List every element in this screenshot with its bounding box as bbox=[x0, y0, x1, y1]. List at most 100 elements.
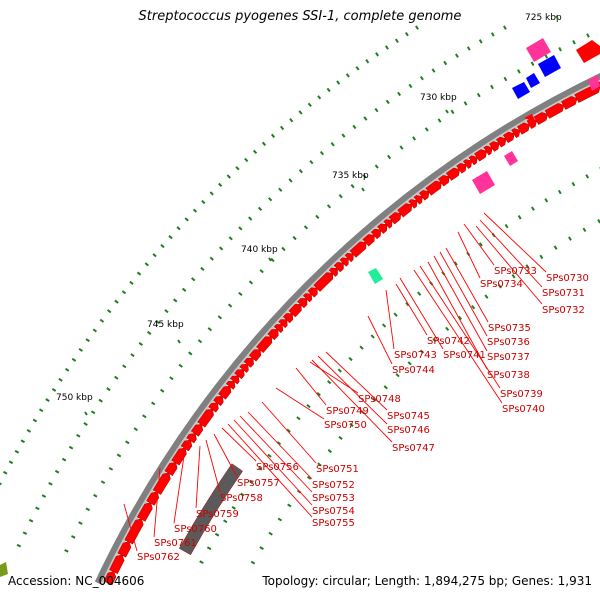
scale-dot bbox=[417, 291, 422, 296]
scale-dot bbox=[201, 199, 206, 205]
gene-label[interactable]: SPs0756 bbox=[256, 462, 299, 473]
scale-dot bbox=[544, 198, 549, 203]
scale-dot bbox=[259, 546, 264, 550]
scale-dot bbox=[207, 327, 213, 332]
ruler-tick bbox=[177, 339, 181, 344]
cds-feature bbox=[152, 472, 171, 495]
cds-feature bbox=[516, 122, 530, 135]
gene-label[interactable]: SPs0737 bbox=[487, 352, 530, 363]
cds-feature bbox=[463, 159, 473, 169]
gene-label[interactable]: SPs0749 bbox=[326, 406, 369, 417]
cds-feature bbox=[397, 203, 413, 218]
gene-label[interactable]: SPs0759 bbox=[196, 509, 239, 520]
scale-dot bbox=[286, 428, 291, 433]
cds-feature bbox=[511, 128, 521, 139]
gene-label[interactable]: SPs0760 bbox=[174, 524, 217, 535]
scale-dot bbox=[130, 353, 135, 358]
gene-label[interactable]: SPs0736 bbox=[487, 337, 530, 348]
scale-dot bbox=[20, 439, 25, 444]
gene-label[interactable]: SPs0757 bbox=[237, 478, 280, 489]
scale-dot bbox=[100, 480, 106, 485]
scale-dot bbox=[503, 25, 507, 30]
gene-label[interactable]: SPs0752 bbox=[312, 480, 355, 491]
scale-dot bbox=[450, 109, 455, 115]
cds-feature bbox=[146, 491, 160, 506]
gene-label[interactable]: SPs0739 bbox=[500, 389, 543, 400]
gene-label[interactable]: SPs0750 bbox=[324, 420, 367, 431]
callout-line bbox=[227, 423, 313, 518]
cds-feature bbox=[243, 357, 254, 368]
ruler-label: 745 kbp bbox=[147, 320, 184, 330]
scale-dot bbox=[270, 133, 276, 138]
scale-dot bbox=[511, 274, 516, 279]
scale-dot bbox=[136, 271, 142, 276]
scale-dot bbox=[244, 157, 249, 163]
gene-label[interactable]: SPs0734 bbox=[480, 279, 523, 290]
gene-label[interactable]: SPs0751 bbox=[316, 464, 359, 475]
scale-dot bbox=[431, 68, 436, 73]
cds-feature bbox=[344, 253, 354, 263]
scale-dot bbox=[466, 46, 471, 51]
cds-feature bbox=[256, 336, 273, 354]
scale-dot bbox=[408, 83, 413, 89]
scale-dot bbox=[41, 494, 47, 498]
scale-dot bbox=[209, 256, 214, 261]
scale-dot bbox=[129, 280, 134, 285]
gene-label[interactable]: SPs0742 bbox=[427, 336, 470, 347]
gene-label[interactable]: SPs0735 bbox=[488, 323, 531, 334]
gene-label[interactable]: SPs0744 bbox=[392, 365, 435, 376]
gene-label[interactable]: SPs0761 bbox=[154, 538, 197, 549]
gene-label[interactable]: SPs0748 bbox=[358, 394, 401, 405]
scale-dot bbox=[558, 47, 562, 52]
scale-dot bbox=[218, 182, 223, 188]
gene-label[interactable]: SPs0738 bbox=[487, 370, 530, 381]
scale-dot bbox=[298, 169, 303, 174]
scale-dot bbox=[405, 301, 410, 307]
scale-dot bbox=[307, 102, 312, 108]
cds-feature bbox=[288, 304, 302, 318]
cds-feature bbox=[171, 447, 187, 466]
scale-dot bbox=[22, 531, 28, 535]
gene-label[interactable]: SPs0732 bbox=[542, 305, 585, 316]
gene-label[interactable]: SPs0741 bbox=[443, 350, 486, 361]
gene-label[interactable]: SPs0753 bbox=[312, 493, 355, 504]
scale-dot bbox=[76, 433, 81, 438]
gene-label[interactable]: SPs0758 bbox=[220, 493, 263, 504]
cds-feature bbox=[278, 319, 288, 329]
scale-dot bbox=[338, 194, 343, 199]
scale-dot bbox=[155, 320, 160, 325]
gene-label[interactable]: SPs0740 bbox=[502, 404, 545, 415]
scale-dot bbox=[399, 145, 404, 150]
scale-dot bbox=[164, 309, 169, 314]
gene-label[interactable]: SPs0755 bbox=[312, 518, 355, 529]
scale-dot bbox=[108, 466, 114, 471]
scale-dot bbox=[280, 125, 285, 131]
cds-feature bbox=[576, 40, 600, 63]
scale-dot bbox=[0, 482, 2, 486]
rrna-feature bbox=[588, 75, 600, 91]
scale-dot bbox=[68, 445, 74, 450]
scale-dot bbox=[338, 435, 343, 440]
gene-label[interactable]: SPs0731 bbox=[542, 288, 585, 299]
scale-dot bbox=[249, 479, 254, 484]
callout-line bbox=[475, 225, 543, 305]
gene-label[interactable]: SPs0754 bbox=[312, 506, 355, 517]
gene-label[interactable]: SPs0743 bbox=[394, 350, 437, 361]
gene-label[interactable]: SPs0745 bbox=[387, 411, 430, 422]
gene-label[interactable]: SPs0733 bbox=[494, 266, 537, 277]
scale-dot bbox=[240, 492, 245, 497]
gene-label[interactable]: SPs0730 bbox=[546, 273, 589, 284]
scale-dot bbox=[365, 59, 370, 64]
olive-feature bbox=[0, 562, 8, 577]
gene-label[interactable]: SPs0746 bbox=[387, 425, 430, 436]
scale-dot bbox=[292, 235, 297, 241]
scale-dot bbox=[341, 133, 346, 138]
scale-dot bbox=[64, 549, 69, 553]
scale-dot bbox=[93, 493, 98, 498]
scale-dot bbox=[337, 368, 342, 373]
gene-label[interactable]: SPs0762 bbox=[137, 552, 180, 563]
scale-dot bbox=[214, 532, 220, 537]
scale-dot bbox=[287, 503, 292, 508]
gene-label[interactable]: SPs0747 bbox=[392, 443, 435, 454]
scale-dot bbox=[385, 99, 390, 105]
